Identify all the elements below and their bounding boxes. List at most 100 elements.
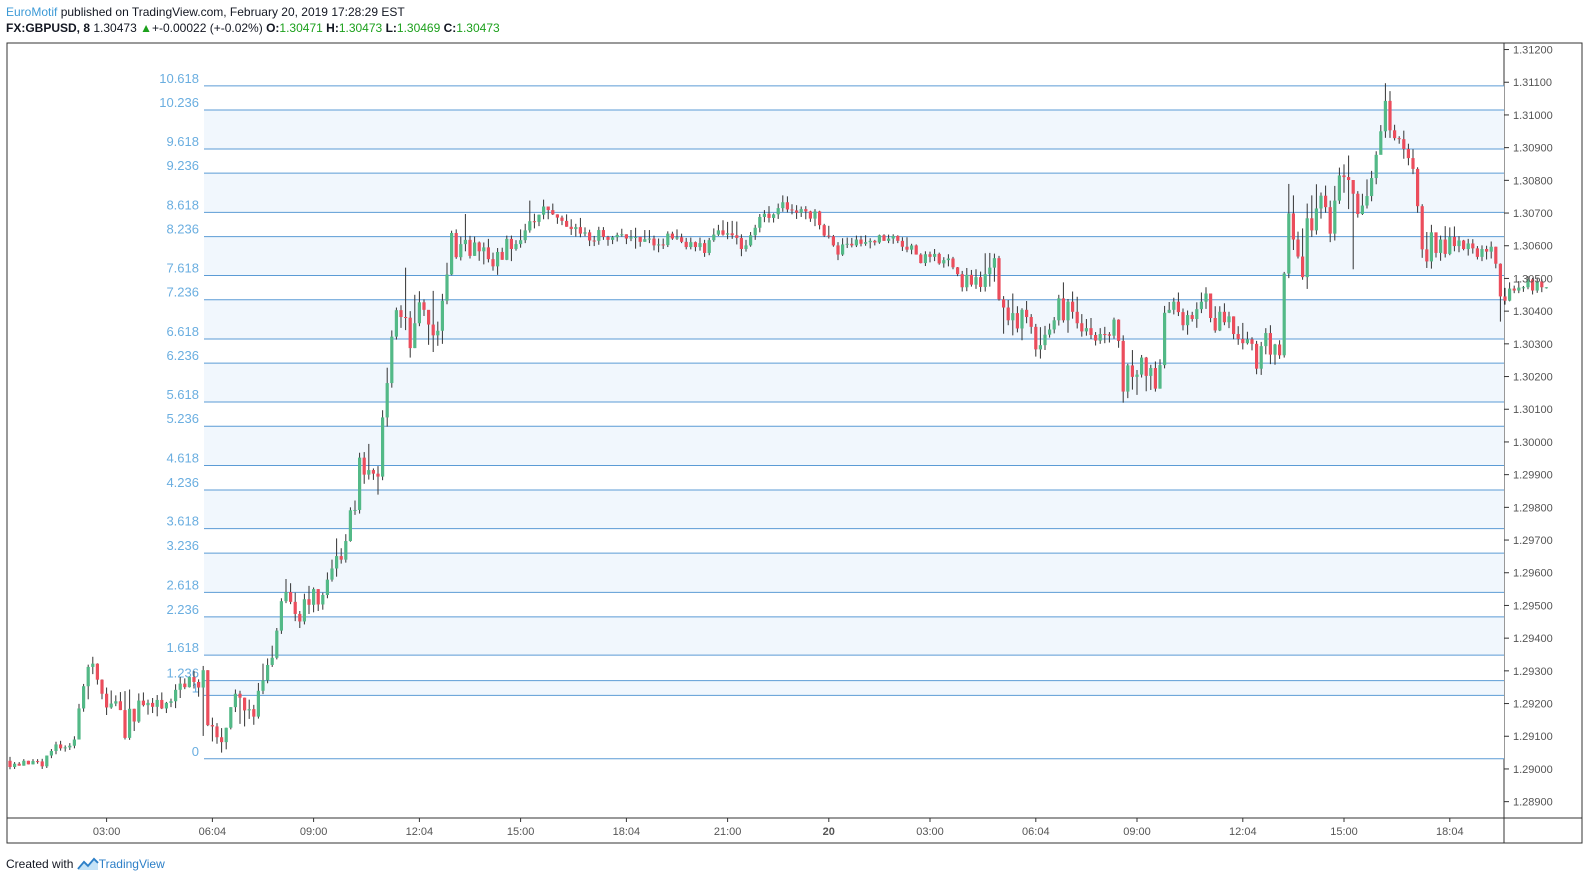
candle-body (1291, 213, 1295, 240)
fib-band (204, 680, 1504, 696)
candle-up (353, 500, 357, 515)
candle-down (215, 723, 219, 744)
fib-band (204, 695, 1504, 759)
candle-body (693, 242, 697, 248)
tradingview-brand[interactable]: TradingView (98, 857, 165, 871)
candle-up (279, 598, 283, 634)
fib-bands (204, 85, 1504, 759)
candle-down (408, 311, 412, 358)
candle-body (551, 210, 555, 215)
candle-up (86, 664, 90, 700)
candle-down (1130, 350, 1134, 390)
candle-body (560, 217, 564, 221)
candle-body (491, 259, 495, 267)
price-tick-label: 1.29500 (1513, 600, 1553, 612)
candle-up (463, 214, 467, 252)
fib-band (204, 338, 1504, 364)
candle-body (1402, 139, 1406, 149)
candle-body (933, 253, 937, 257)
candle-body (1020, 309, 1024, 329)
candle-body (569, 226, 573, 230)
candle-body (790, 209, 794, 211)
fib-level-label: 8.618 (166, 197, 199, 212)
fib-band (204, 528, 1504, 554)
candle-down (468, 235, 472, 259)
candle-down (1075, 296, 1079, 329)
candle-body (813, 211, 817, 219)
candle-up (1149, 364, 1153, 390)
candle-up (983, 253, 987, 292)
candle-down (900, 237, 904, 251)
candle-up (611, 235, 615, 245)
price-tick-label: 1.31200 (1513, 45, 1553, 57)
candle-body (40, 761, 44, 767)
candle-body (937, 253, 941, 264)
candle-body (358, 457, 362, 510)
candle-body (1029, 317, 1033, 327)
candle-up (1374, 151, 1378, 185)
candle-body (1250, 339, 1254, 344)
candle-body (1273, 344, 1277, 355)
candle-down (703, 239, 707, 257)
candle-body (17, 763, 21, 766)
candle-body (1075, 311, 1079, 324)
candle-down (1002, 296, 1006, 334)
candle-body (891, 235, 895, 239)
candle-body (1255, 343, 1259, 369)
candle-body (1167, 309, 1171, 313)
candle-down (795, 205, 799, 219)
candle-down (1029, 314, 1033, 334)
candle-up (634, 227, 638, 249)
price-tick-label: 1.31000 (1513, 110, 1553, 122)
candle-up (137, 693, 141, 723)
candle-body (767, 213, 771, 218)
candle-up (1337, 167, 1341, 204)
candle-up (224, 727, 228, 750)
candle-up (1370, 170, 1374, 202)
time-tick-label: 20 (823, 826, 835, 838)
candle-body (1393, 130, 1397, 139)
price-tick-label: 1.29200 (1513, 699, 1553, 711)
candle-body (914, 245, 918, 255)
candle-up (1508, 282, 1512, 302)
candle-up (256, 682, 260, 719)
candle-body (1370, 178, 1374, 197)
candle-body (1544, 287, 1548, 289)
candle-down (1181, 308, 1185, 331)
fib-band (204, 275, 1504, 300)
candle-up (1273, 343, 1277, 365)
candle-down (1324, 185, 1328, 213)
candle-down (1531, 277, 1535, 295)
candle-body (537, 214, 541, 222)
publisher-link[interactable]: EuroMotif (6, 5, 58, 19)
candle-body (1388, 100, 1392, 131)
candle-down (790, 204, 794, 215)
candle-body (183, 683, 187, 688)
candle-body (54, 744, 58, 751)
candle-body (1347, 177, 1351, 181)
candle-body (868, 240, 872, 243)
candle-down (132, 708, 136, 732)
candle-body (1011, 313, 1015, 321)
candle-body (91, 663, 95, 667)
candle-body (86, 666, 90, 687)
candle-body (404, 317, 408, 319)
candle-up (762, 210, 766, 223)
candle-up (72, 736, 76, 749)
time-tick-label: 12:04 (406, 826, 434, 838)
candle-down (1241, 322, 1245, 350)
candle-body (974, 277, 978, 285)
candle-down (509, 235, 513, 262)
candle-body (680, 237, 684, 242)
candle-body (362, 457, 366, 475)
candle-down (601, 227, 605, 240)
low-value: 1.30469 (396, 21, 441, 35)
candle-body (670, 233, 674, 239)
ohlc-line: FX:GBPUSD, 8 1.30473 ▲+-0.00022 (+-0.02%… (6, 20, 500, 36)
fib-band (204, 490, 1504, 529)
candle-up (381, 410, 385, 481)
candle-up (523, 223, 527, 244)
candle-up (440, 293, 444, 344)
candle-body (1098, 334, 1102, 341)
